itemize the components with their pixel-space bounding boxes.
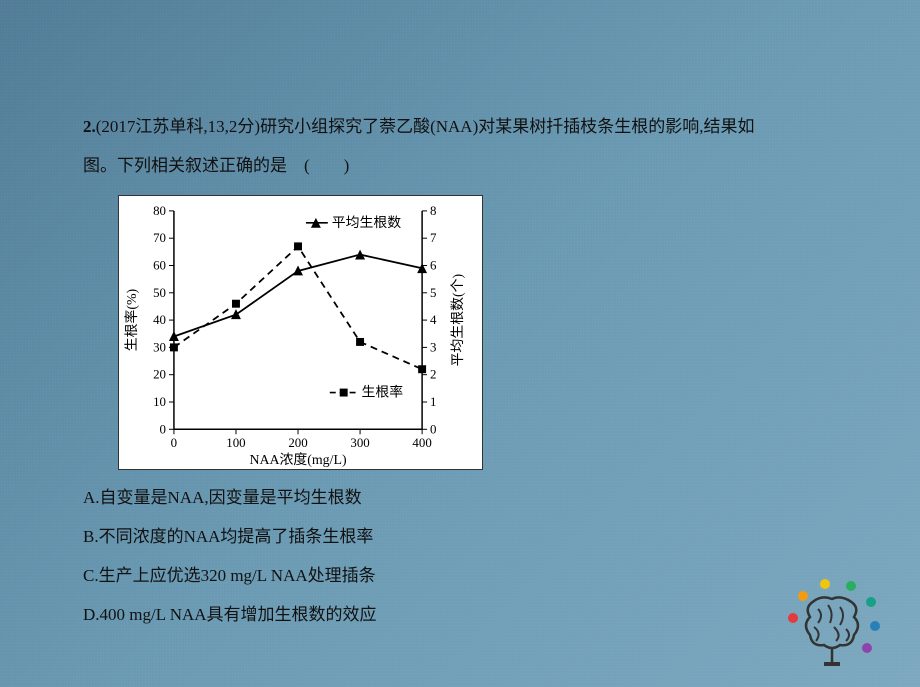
svg-text:200: 200 <box>288 436 307 450</box>
legend-avg-root-label: 平均生根数 <box>332 215 402 231</box>
svg-text:400: 400 <box>412 436 431 450</box>
svg-text:1: 1 <box>430 395 436 409</box>
svg-text:10: 10 <box>153 395 166 409</box>
question-stem-line1: 2.(2017江苏单科,13,2分)研究小组探究了萘乙酸(NAA)对某果树扦插枝… <box>83 107 853 146</box>
question-stem-1: 研究小组探究了萘乙酸(NAA)对某果树扦插枝条生根的影响,结果如 <box>260 117 754 136</box>
svg-text:4: 4 <box>430 313 437 327</box>
svg-text:30: 30 <box>153 341 166 355</box>
option-d: D.400 mg/L NAA具有增加生根数的效应 <box>83 595 853 634</box>
svg-text:3: 3 <box>430 341 436 355</box>
option-a: A.自变量是NAA,因变量是平均生根数 <box>83 478 853 517</box>
svg-text:7: 7 <box>430 231 437 245</box>
svg-text:300: 300 <box>350 436 369 450</box>
chart-svg: 0 10 20 30 40 50 60 70 80 0 1 2 3 4 5 6 … <box>119 196 482 469</box>
svg-text:100: 100 <box>226 436 245 450</box>
svg-text:50: 50 <box>153 286 166 300</box>
svg-text:70: 70 <box>153 231 166 245</box>
question-number: 2. <box>83 117 96 136</box>
legend-root-rate-label: 生根率 <box>362 384 404 401</box>
svg-text:80: 80 <box>153 204 166 218</box>
legend-avg-root: 平均生根数 <box>306 215 401 231</box>
svg-text:0: 0 <box>171 436 177 450</box>
svg-text:60: 60 <box>153 259 166 273</box>
option-c: C.生产上应优选320 mg/L NAA处理插条 <box>83 556 853 595</box>
svg-text:8: 8 <box>430 204 436 218</box>
legend-root-rate: 生根率 <box>330 384 404 401</box>
svg-text:5: 5 <box>430 286 436 300</box>
question-source: (2017江苏单科,13,2分) <box>96 117 260 136</box>
x-axis-label: NAA浓度(mg/L) <box>249 452 346 468</box>
brain-decoration-icon <box>775 574 890 669</box>
options-block: A.自变量是NAA,因变量是平均生根数 B.不同浓度的NAA均提高了插条生根率 … <box>83 478 853 634</box>
svg-text:0: 0 <box>430 422 436 436</box>
chart-figure: 0 10 20 30 40 50 60 70 80 0 1 2 3 4 5 6 … <box>118 195 483 470</box>
y-left-axis-label: 生根率(%) <box>123 289 140 352</box>
question-block: 2.(2017江苏单科,13,2分)研究小组探究了萘乙酸(NAA)对某果树扦插枝… <box>83 107 853 635</box>
svg-text:2: 2 <box>430 368 436 382</box>
option-b: B.不同浓度的NAA均提高了插条生根率 <box>83 517 853 556</box>
svg-text:40: 40 <box>153 313 166 327</box>
svg-text:20: 20 <box>153 368 166 382</box>
question-stem-line2: 图。下列相关叙述正确的是 ( ) <box>83 146 853 185</box>
svg-text:0: 0 <box>160 422 166 436</box>
y-right-axis-label: 平均生根数(个) <box>450 274 466 367</box>
svg-text:6: 6 <box>430 259 437 273</box>
